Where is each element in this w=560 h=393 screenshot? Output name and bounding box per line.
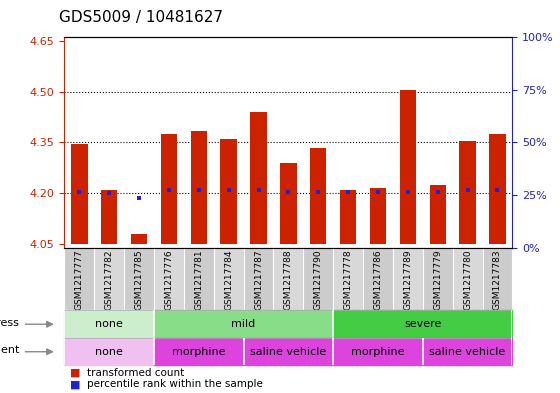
- Bar: [423, 248, 452, 310]
- Bar: [154, 338, 244, 365]
- Text: GSM1217783: GSM1217783: [493, 250, 502, 310]
- Text: morphine: morphine: [351, 347, 405, 357]
- Bar: [184, 248, 214, 310]
- Text: morphine: morphine: [172, 347, 226, 357]
- Text: GSM1217784: GSM1217784: [224, 250, 233, 310]
- Text: GSM1217788: GSM1217788: [284, 250, 293, 310]
- Bar: [459, 141, 476, 244]
- Bar: [64, 310, 154, 338]
- Bar: [273, 248, 304, 310]
- Text: none: none: [95, 347, 123, 357]
- Bar: [250, 112, 267, 244]
- Bar: [400, 90, 416, 244]
- Bar: [244, 338, 333, 365]
- Bar: [214, 248, 244, 310]
- Text: transformed count: transformed count: [87, 367, 184, 378]
- Bar: [161, 134, 177, 244]
- Bar: [393, 248, 423, 310]
- Text: GSM1217787: GSM1217787: [254, 250, 263, 310]
- Bar: [154, 310, 333, 338]
- Bar: [363, 248, 393, 310]
- Bar: [154, 248, 184, 310]
- Text: GSM1217778: GSM1217778: [344, 250, 353, 310]
- Text: ■: ■: [70, 367, 81, 378]
- Bar: [244, 248, 273, 310]
- Bar: [452, 248, 483, 310]
- Bar: [101, 190, 118, 244]
- Text: agent: agent: [0, 345, 19, 355]
- Text: saline vehicle: saline vehicle: [250, 347, 326, 357]
- Bar: [64, 248, 94, 310]
- Bar: [333, 248, 363, 310]
- Bar: [304, 248, 333, 310]
- Text: GSM1217786: GSM1217786: [374, 250, 382, 310]
- Bar: [131, 234, 147, 244]
- Bar: [94, 248, 124, 310]
- Text: saline vehicle: saline vehicle: [430, 347, 506, 357]
- Text: GSM1217777: GSM1217777: [75, 250, 84, 310]
- Text: GSM1217782: GSM1217782: [105, 250, 114, 310]
- Bar: [280, 163, 297, 244]
- Text: GSM1217776: GSM1217776: [165, 250, 174, 310]
- Bar: [333, 338, 423, 365]
- Bar: [430, 185, 446, 244]
- Text: mild: mild: [231, 319, 256, 329]
- Text: ■: ■: [70, 379, 81, 389]
- Bar: [333, 310, 512, 338]
- Bar: [340, 190, 356, 244]
- Bar: [64, 338, 154, 365]
- Text: none: none: [95, 319, 123, 329]
- Text: stress: stress: [0, 318, 19, 328]
- Text: GDS5009 / 10481627: GDS5009 / 10481627: [59, 10, 223, 25]
- Text: GSM1217790: GSM1217790: [314, 250, 323, 310]
- Text: severe: severe: [404, 319, 441, 329]
- Text: GSM1217781: GSM1217781: [194, 250, 203, 310]
- Bar: [483, 248, 512, 310]
- Text: GSM1217780: GSM1217780: [463, 250, 472, 310]
- Bar: [221, 139, 237, 244]
- Bar: [310, 147, 326, 244]
- Bar: [489, 134, 506, 244]
- Text: percentile rank within the sample: percentile rank within the sample: [87, 379, 263, 389]
- Bar: [124, 248, 154, 310]
- Bar: [370, 188, 386, 244]
- Bar: [71, 144, 87, 244]
- Text: GSM1217789: GSM1217789: [403, 250, 412, 310]
- Bar: [423, 338, 512, 365]
- Text: GSM1217785: GSM1217785: [134, 250, 143, 310]
- Bar: [190, 130, 207, 244]
- Text: GSM1217779: GSM1217779: [433, 250, 442, 310]
